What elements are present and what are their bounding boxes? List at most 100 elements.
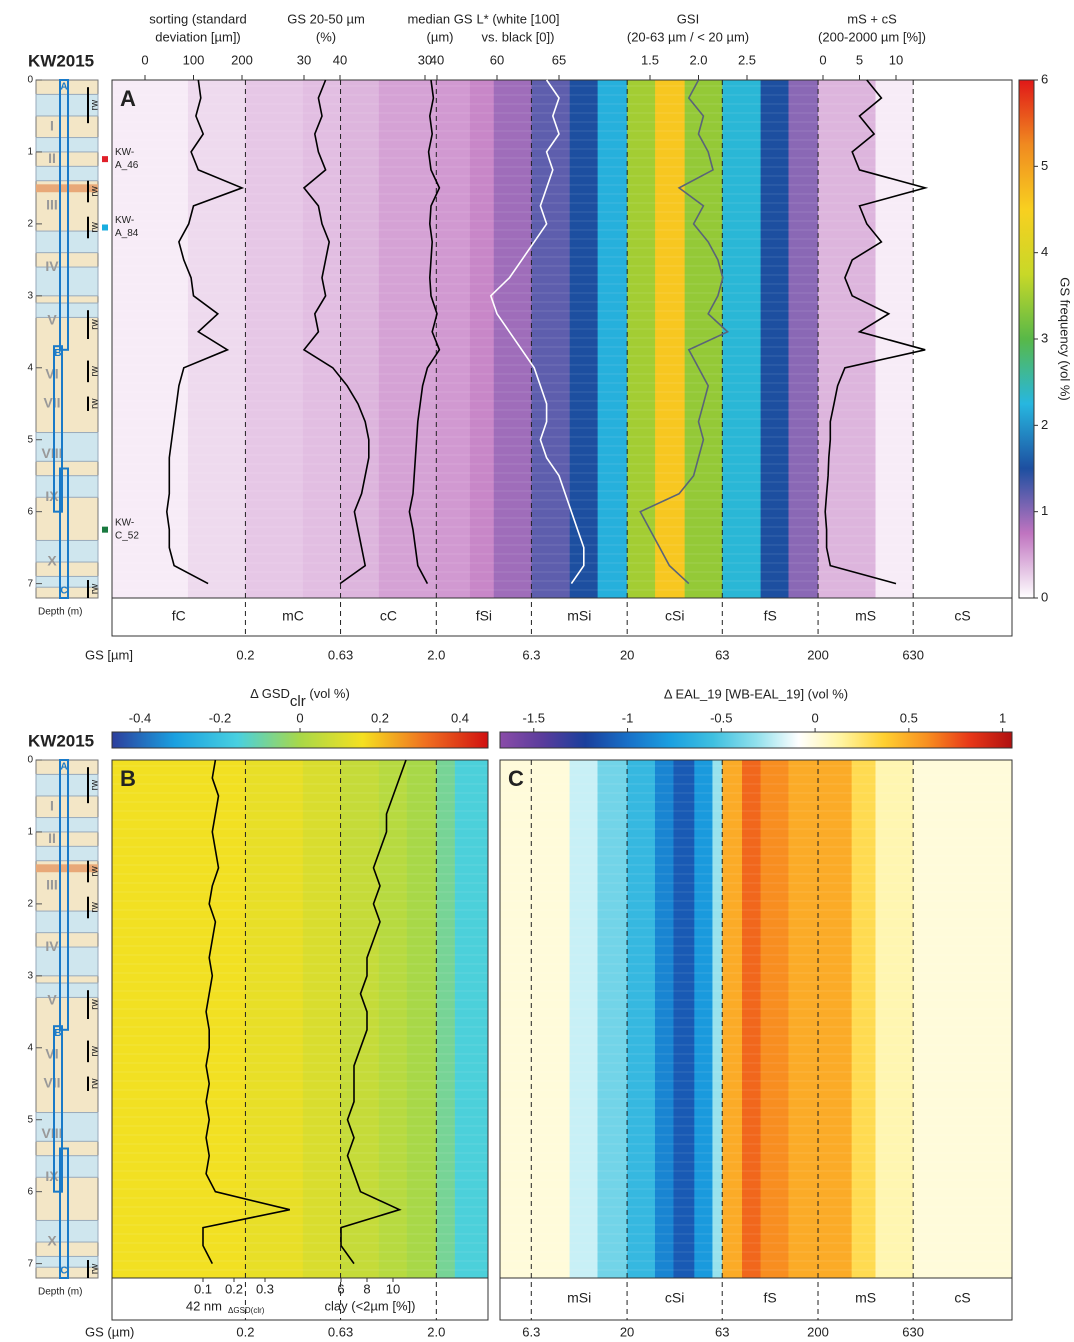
rw-label: rw — [90, 365, 101, 376]
panel-letter: B — [120, 766, 136, 791]
curve-title: GS 20-50 µm — [287, 11, 365, 26]
colorbar-tick-label: 0 — [1041, 589, 1048, 604]
curve-label: 42 nm — [186, 1298, 222, 1313]
heatmap-cell — [788, 80, 819, 598]
heatmap-cell — [951, 760, 1013, 1278]
core-outline — [59, 79, 69, 351]
heatmap-cell — [654, 760, 674, 1278]
gs-tick-label: 63 — [715, 1324, 729, 1339]
colorbar-tick-label: -0.4 — [129, 710, 151, 725]
colorbar-tick-label: 0.2 — [371, 710, 389, 725]
profile-curve — [639, 79, 730, 585]
heatmap-cell — [722, 80, 762, 598]
depth-tick-label: 6 — [27, 1186, 33, 1197]
colorbar-tick-label: 3 — [1041, 330, 1048, 345]
rw-label: rw — [90, 1078, 101, 1089]
heatmap-cell — [851, 760, 876, 1278]
curve-tick-label: 40 — [333, 52, 347, 67]
gs-tick-label: 0.63 — [328, 647, 353, 662]
core-label: C — [60, 586, 67, 597]
profile-curve — [489, 79, 585, 585]
colorbar-label: GS frequency (vol %) — [1058, 277, 1073, 401]
grain-class: cSi — [665, 1290, 684, 1306]
rw-label: rw — [90, 999, 101, 1010]
colorbar-tick-label: 0.5 — [900, 710, 918, 725]
heatmap-cell — [112, 760, 189, 1278]
depth-tick-label: 5 — [27, 1114, 33, 1125]
sample-marker — [102, 526, 108, 533]
core-label: A — [60, 82, 67, 93]
rw-label: rw — [90, 185, 101, 196]
heatmap-cell — [436, 80, 471, 598]
gs-axis-label: GS (µm) — [85, 1324, 134, 1339]
depth-tick-label: 0 — [27, 755, 33, 766]
colorbar-tick-label: -0.2 — [209, 710, 231, 725]
heatmap-cell — [469, 80, 495, 598]
colorbar-tick-label: -1.5 — [523, 710, 545, 725]
unit-label: VII — [43, 394, 60, 410]
colorbar-tick-label: 6 — [1041, 71, 1048, 86]
depth-tick-label: 0 — [27, 75, 33, 86]
heatmap-cell — [875, 80, 914, 598]
depth-axis-label: Depth (m) — [38, 607, 82, 618]
curve-tick-label: 10 — [386, 1281, 400, 1296]
sample-label: C_52 — [115, 530, 139, 541]
heatmap-cell — [712, 760, 723, 1278]
unit-label: II — [48, 830, 56, 846]
curve-tick-label: 200 — [231, 52, 253, 67]
grain-class: fS — [763, 1290, 776, 1306]
gs-tick-label: 6.3 — [522, 647, 540, 662]
curve-tick-label: 10 — [889, 52, 903, 67]
curve-tick-label: 0.3 — [256, 1281, 274, 1296]
heatmap-cell — [760, 760, 789, 1278]
depth-tick-label: 1 — [27, 827, 33, 838]
depth-tick-label: 7 — [27, 1258, 33, 1269]
heatmap-cell — [627, 760, 656, 1278]
depth-tick-label: 5 — [27, 434, 33, 445]
unit-label: X — [47, 1233, 57, 1249]
unit-label: IX — [45, 488, 59, 504]
curve-title: (µm) — [427, 29, 454, 44]
gs-tick-label: 0.2 — [236, 647, 254, 662]
depth-tick-label: 1 — [27, 147, 33, 158]
colorbar-tick-label: 2 — [1041, 417, 1048, 432]
grain-class: cSi — [665, 608, 684, 624]
curve-tick-label: 0.1 — [194, 1281, 212, 1296]
heatmap-cell — [818, 760, 853, 1278]
colorbar-tick-label: -0.5 — [710, 710, 732, 725]
core-label: C — [60, 1266, 67, 1277]
unit-label: VI — [45, 1046, 58, 1062]
grain-class: cC — [380, 608, 397, 624]
colorbar — [111, 731, 489, 749]
unit-label: I — [50, 797, 54, 813]
heatmap-cell — [454, 760, 489, 1278]
unit-label: IV — [45, 258, 59, 274]
heatmap-cell — [788, 760, 819, 1278]
rw-label: rw — [90, 1263, 101, 1274]
curve-tick-label: 0 — [819, 52, 826, 67]
curve-title: (20-63 µm / < 20 µm) — [627, 29, 749, 44]
curve-title: vs. black [0]) — [482, 29, 555, 44]
heatmap-cell — [722, 760, 743, 1278]
colorbar-tick-label: 4 — [1041, 244, 1048, 259]
depth-tick-label: 4 — [27, 362, 33, 373]
heatmap-cell — [684, 80, 723, 598]
colorbar — [499, 731, 1013, 749]
class-band — [111, 597, 1013, 637]
curve-tick-label: 6 — [337, 1281, 344, 1296]
heatmap-cell — [436, 760, 456, 1278]
unit-label: III — [46, 877, 58, 893]
depth-tick-label: 6 — [27, 506, 33, 517]
colorbar-tick-label: 0 — [296, 710, 303, 725]
heatmap-cell — [760, 80, 789, 598]
core-label: B — [54, 348, 61, 359]
sample-label: A_84 — [115, 228, 139, 239]
heatmap-cell — [245, 760, 304, 1278]
curve-title: (200-2000 µm [%]) — [818, 29, 926, 44]
heatmap-cell — [340, 80, 380, 598]
curve-tick-label: 60 — [490, 52, 504, 67]
gs-tick-label: 2.0 — [427, 1324, 445, 1339]
curve-title: deviation [µm]) — [155, 29, 241, 44]
unit-label: VII — [43, 1074, 60, 1090]
